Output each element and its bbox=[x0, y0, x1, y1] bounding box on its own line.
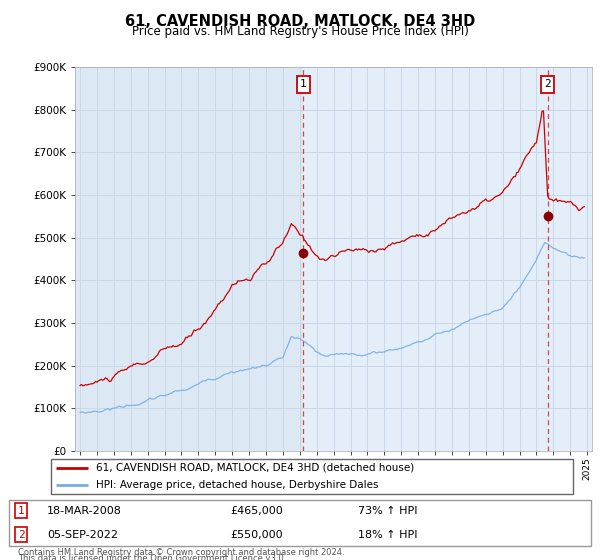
Text: 18% ↑ HPI: 18% ↑ HPI bbox=[358, 530, 418, 539]
Text: 1: 1 bbox=[300, 80, 307, 90]
Text: This data is licensed under the Open Government Licence v3.0.: This data is licensed under the Open Gov… bbox=[18, 554, 286, 560]
Bar bbox=[304, 67, 592, 451]
Text: 05-SEP-2022: 05-SEP-2022 bbox=[47, 530, 118, 539]
Text: 61, CAVENDISH ROAD, MATLOCK, DE4 3HD (detached house): 61, CAVENDISH ROAD, MATLOCK, DE4 3HD (de… bbox=[95, 463, 414, 473]
Text: 2: 2 bbox=[18, 530, 25, 539]
Text: Price paid vs. HM Land Registry's House Price Index (HPI): Price paid vs. HM Land Registry's House … bbox=[131, 25, 469, 38]
FancyBboxPatch shape bbox=[50, 459, 574, 494]
Text: £550,000: £550,000 bbox=[230, 530, 283, 539]
Text: 18-MAR-2008: 18-MAR-2008 bbox=[47, 506, 122, 516]
Text: 73% ↑ HPI: 73% ↑ HPI bbox=[358, 506, 418, 516]
Text: 61, CAVENDISH ROAD, MATLOCK, DE4 3HD: 61, CAVENDISH ROAD, MATLOCK, DE4 3HD bbox=[125, 14, 475, 29]
Text: HPI: Average price, detached house, Derbyshire Dales: HPI: Average price, detached house, Derb… bbox=[95, 480, 378, 491]
FancyBboxPatch shape bbox=[9, 500, 591, 546]
Text: 1: 1 bbox=[18, 506, 25, 516]
Text: Contains HM Land Registry data © Crown copyright and database right 2024.: Contains HM Land Registry data © Crown c… bbox=[18, 548, 344, 557]
Text: £465,000: £465,000 bbox=[230, 506, 283, 516]
Text: 2: 2 bbox=[545, 80, 551, 90]
